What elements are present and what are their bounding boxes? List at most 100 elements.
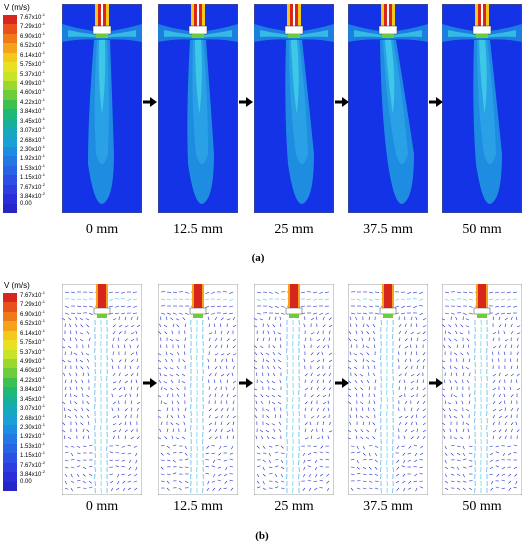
contour-arrow-icon-3 <box>429 97 443 107</box>
legend-b-label-3: 6.52x10-1 <box>20 318 45 328</box>
contour-panel-2 <box>254 4 334 213</box>
vector-arrow-icon-2 <box>335 378 349 388</box>
legend-a-label-11: 3.45x10-1 <box>20 115 45 125</box>
legend-b-swatch-18 <box>3 462 17 473</box>
sublabel-b: (b) <box>255 530 269 542</box>
legend-a-swatch-9 <box>3 99 17 110</box>
caption-a-caption-3: 37.5 mm <box>363 222 413 237</box>
legend-b-swatch-2 <box>3 311 17 322</box>
vector-arrow-icon-0 <box>143 378 157 388</box>
legend-a-label-4: 6.14x10-1 <box>20 49 45 59</box>
legend-title-a: V (m/s) <box>4 3 30 12</box>
legend-b-swatch-10 <box>3 387 17 398</box>
legend-a-swatch-4 <box>3 52 17 63</box>
legend-b-swatch-14 <box>3 425 17 435</box>
legend-b-swatch-4 <box>3 330 17 341</box>
legend-a-swatch-0 <box>3 15 17 25</box>
legend-a-label-10: 3.84x10-1 <box>20 106 45 116</box>
legend-b-label-0: 7.67x10-1 <box>20 290 45 299</box>
contour-panel-3 <box>348 4 428 213</box>
legend-a-swatch-20 <box>3 203 17 214</box>
legend-a-label-13: 2.68x10-1 <box>20 134 45 144</box>
legend-b-swatch-0 <box>3 293 17 303</box>
contour-panel-4 <box>442 4 522 213</box>
legend-b-label-13: 2.68x10-1 <box>20 412 45 422</box>
legend-b-label-9: 4.22x10-1 <box>20 374 45 384</box>
legend-b-swatch-20 <box>3 481 17 492</box>
legend-labels-a: 7.67x10-1 7.29x10-1 6.90x10-1 6.52x10-1 6.14… <box>20 11 65 221</box>
legend-a-label-12: 3.07x10-1 <box>20 125 45 135</box>
caption-a-caption-1: 12.5 mm <box>173 222 223 237</box>
legend-b-label-1: 7.29x10-1 <box>20 299 45 309</box>
legend-a-label-0: 7.67x10-1 <box>20 12 45 21</box>
vector-panel-3 <box>348 284 428 495</box>
legend-a-swatch-8 <box>3 90 17 101</box>
vector-panel-4 <box>442 284 522 495</box>
legend-b-swatch-17 <box>3 453 17 464</box>
caption-b-caption-3: 37.5 mm <box>363 499 413 514</box>
legend-a-label-1: 7.29x10-1 <box>20 21 45 31</box>
legend-a-label-2: 6.90x10-1 <box>20 30 45 40</box>
contour-arrow-icon-0 <box>143 97 157 107</box>
legend-b-swatch-15 <box>3 434 17 445</box>
legend-b-swatch-6 <box>3 349 17 360</box>
color-legend-a <box>3 15 17 214</box>
contour-panel-1 <box>158 4 238 213</box>
legend-a-swatch-11 <box>3 118 17 129</box>
legend-b-swatch-11 <box>3 396 17 407</box>
legend-a-swatch-6 <box>3 71 17 82</box>
legend-a-label-18: 7.67x10-2 <box>20 181 45 191</box>
legend-a-label-16: 1.53x10-1 <box>20 162 45 172</box>
contour-arrow-icon-1 <box>239 97 253 107</box>
legend-b-label-8: 4.60x10-1 <box>20 365 45 375</box>
sublabel-a: (a) <box>251 252 265 264</box>
legend-a-swatch-7 <box>3 81 17 91</box>
legend-a-swatch-2 <box>3 33 17 44</box>
legend-a-label-20: 0.00 <box>20 200 32 207</box>
vector-panel-0 <box>62 284 142 495</box>
caption-b-caption-2: 25 mm <box>274 499 314 514</box>
legend-a-label-17: 1.15x10-1 <box>20 172 45 182</box>
captions-b: 0 mm 12.5 mm 25 mm 37.5 mm 50 mm <box>0 499 526 519</box>
legend-b-swatch-16 <box>3 443 17 454</box>
vector-panel-2 <box>254 284 334 495</box>
legend-b-label-10: 3.84x10-1 <box>20 384 45 394</box>
legend-b-label-4: 6.14x10-1 <box>20 327 45 337</box>
legend-a-swatch-16 <box>3 165 17 176</box>
legend-a-swatch-14 <box>3 147 17 157</box>
contour-panel-0 <box>62 4 142 213</box>
captions-a: 0 mm 12.5 mm 25 mm 37.5 mm 50 mm <box>0 222 526 242</box>
legend-b-swatch-19 <box>3 472 17 483</box>
legend-b-label-7: 4.99x10-1 <box>20 356 45 365</box>
legend-a-swatch-1 <box>3 24 17 35</box>
legend-a-swatch-12 <box>3 128 17 139</box>
vector-panels <box>0 280 526 495</box>
legend-b-swatch-1 <box>3 302 17 313</box>
legend-b-swatch-12 <box>3 406 17 417</box>
legend-title-b: V (m/s) <box>4 281 30 290</box>
vector-arrow-icon-1 <box>239 378 253 388</box>
caption-a-caption-4: 50 mm <box>462 222 502 237</box>
legend-b-label-16: 1.53x10-1 <box>20 440 45 450</box>
legend-a-label-7: 4.99x10-1 <box>20 78 45 87</box>
caption-a-caption-2: 25 mm <box>274 222 314 237</box>
legend-a-swatch-18 <box>3 184 17 195</box>
legend-b-swatch-8 <box>3 368 17 379</box>
legend-a-label-5: 5.75x10-1 <box>20 59 45 69</box>
legend-b-label-5: 5.75x10-1 <box>20 337 45 347</box>
legend-b-label-6: 5.37x10-1 <box>20 346 45 356</box>
caption-a-caption-0: 0 mm <box>85 222 119 237</box>
legend-b-label-19: 3.84x10-2 <box>20 469 45 479</box>
caption-b-caption-0: 0 mm <box>85 499 119 514</box>
legend-b-swatch-7 <box>3 359 17 369</box>
vector-arrow-icon-3 <box>429 378 443 388</box>
legend-a-swatch-3 <box>3 43 17 54</box>
legend-a-label-6: 5.37x10-1 <box>20 68 45 78</box>
legend-labels-b: 7.67x10-1 7.29x10-1 6.90x10-1 6.52x10-1 6.14… <box>20 289 65 499</box>
contour-arrow-icon-2 <box>335 97 349 107</box>
legend-b-swatch-13 <box>3 415 17 426</box>
legend-b-label-14: 2.30x10-1 <box>20 422 45 431</box>
legend-a-label-3: 6.52x10-1 <box>20 40 45 50</box>
legend-a-label-19: 3.84x10-2 <box>20 191 45 201</box>
legend-a-swatch-5 <box>3 62 17 73</box>
